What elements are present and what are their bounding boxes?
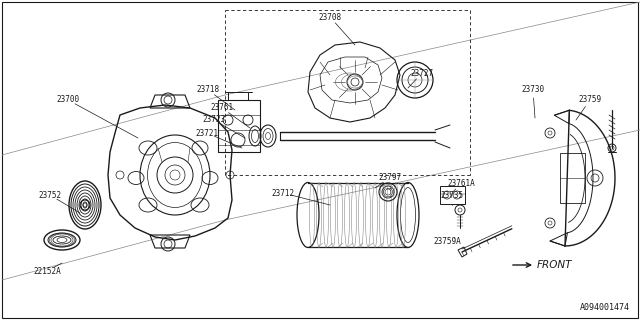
Bar [440,186,465,204]
Text: 23735: 23735 [440,191,463,201]
Text: 23761: 23761 [211,103,234,113]
Text: 23761A: 23761A [447,179,475,188]
Text: 23700: 23700 [56,95,79,105]
Text: 23727: 23727 [410,68,433,77]
Text: 23723: 23723 [202,116,225,124]
Text: 23721: 23721 [195,129,219,138]
Text: 23730: 23730 [522,85,545,94]
Bar [560,153,585,203]
Text: 23759A: 23759A [433,237,461,246]
Text: 22152A: 22152A [33,267,61,276]
Text: 23759: 23759 [579,95,602,105]
Text: 23712: 23712 [271,188,294,197]
Text: 23718: 23718 [196,85,220,94]
Text: 23708: 23708 [319,12,342,21]
Bar [218,100,260,152]
Text: A094001474: A094001474 [580,303,630,312]
Text: 23797: 23797 [378,173,401,182]
Text: 23752: 23752 [38,190,61,199]
Text: FRONT: FRONT [537,260,573,270]
